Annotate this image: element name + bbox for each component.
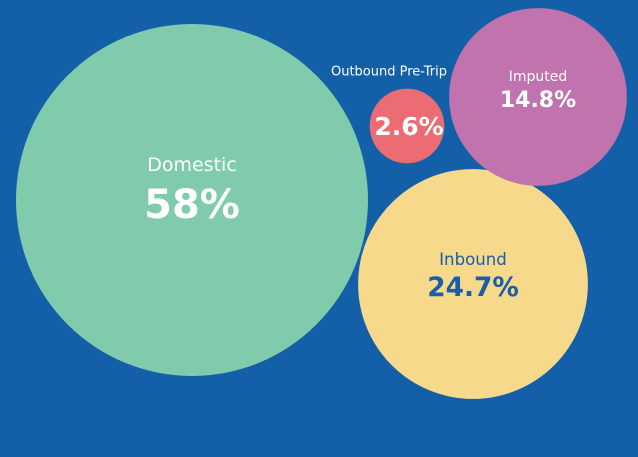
bubble-outbound-pre-trip: Outbound Pre-Trip 2.6%	[331, 65, 447, 164]
bubble-domestic: Domestic 58%	[16, 24, 368, 376]
bubbles-layer: Domestic 58% Inbound 24.7% Imputed 14.8% Outbo…	[16, 8, 627, 399]
bubble-label-domestic: Domestic	[147, 154, 237, 176]
bubble-circle-imputed	[449, 8, 627, 186]
bubble-inbound: Inbound 24.7%	[358, 169, 588, 399]
bubble-label-outbound-pre-trip: Outbound Pre-Trip	[331, 65, 447, 80]
bubble-label-imputed: Imputed	[509, 69, 568, 85]
bubble-value-imputed: 14.8%	[500, 88, 576, 113]
bubble-value-outbound-pre-trip: 2.6%	[374, 112, 443, 141]
bubble-value-domestic: 58%	[144, 182, 240, 228]
bubble-value-inbound: 24.7%	[427, 272, 519, 303]
bubble-circle-inbound	[358, 169, 588, 399]
bubble-imputed: Imputed 14.8%	[449, 8, 627, 186]
bubble-circle-outbound-pre-trip	[369, 88, 445, 164]
bubble-circle-domestic	[16, 24, 368, 376]
bubble-label-inbound: Inbound	[439, 250, 507, 269]
